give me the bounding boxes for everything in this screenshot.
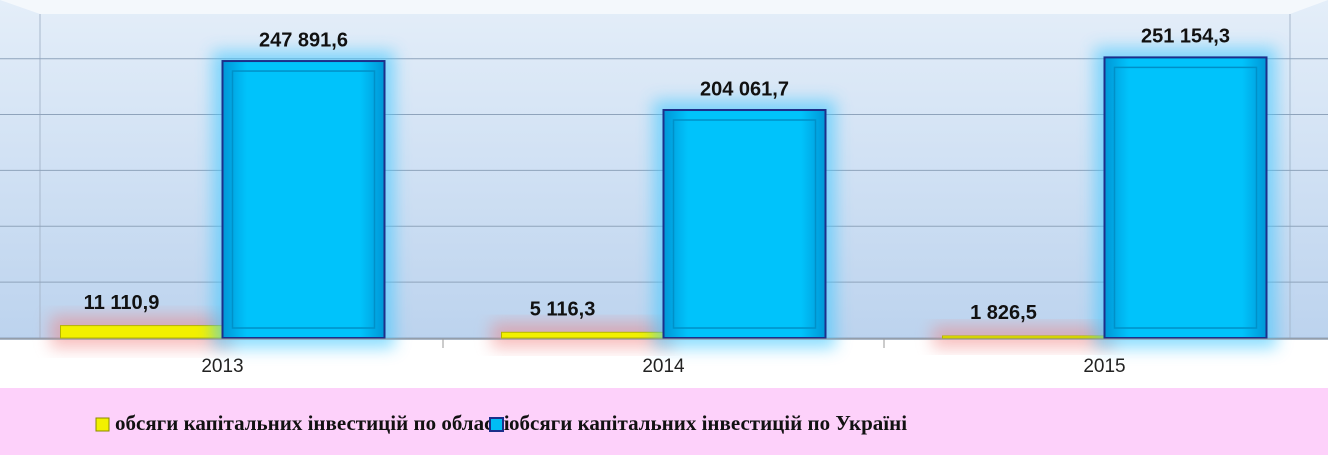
data-label: 251 154,3 [1141, 26, 1230, 48]
legend-background [0, 388, 1328, 455]
bar [662, 109, 827, 339]
bar [1103, 56, 1268, 339]
bar [942, 335, 1105, 339]
data-label: 5 116,3 [530, 299, 596, 321]
x-tick-label: 2015 [1083, 356, 1125, 377]
legend-marker [95, 417, 110, 432]
frame-top [0, 0, 1328, 14]
bar-bevel [231, 70, 376, 329]
bar [221, 60, 386, 339]
x-tick-label: 2014 [642, 356, 685, 377]
data-label: 204 061,7 [700, 78, 789, 100]
bar [501, 331, 664, 339]
legend-marker [489, 417, 504, 432]
data-label: 1 826,5 [970, 302, 1037, 324]
bar [60, 325, 223, 339]
bar-bevel [1113, 66, 1258, 329]
data-label: 247 891,6 [259, 29, 348, 51]
legend-label: обсяги капітальних інвестицій по області [115, 411, 510, 435]
x-tick-label: 2013 [201, 356, 243, 377]
data-label: 11 110,9 [84, 292, 160, 314]
legend-label: обсяги капітальних інвестицій по Україні [509, 411, 907, 435]
bar-bevel [672, 119, 817, 329]
